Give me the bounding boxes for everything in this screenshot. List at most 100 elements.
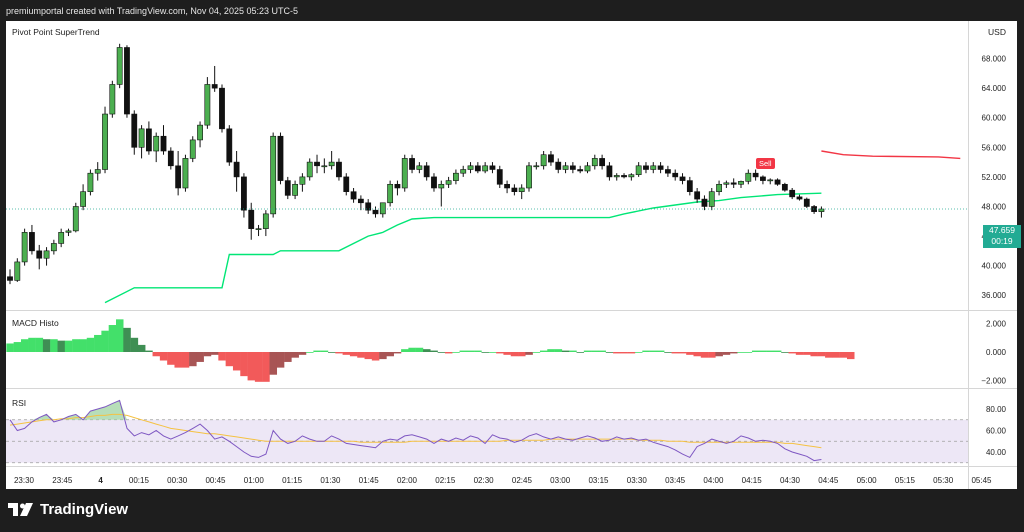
candle [138, 125, 145, 159]
macd-bar [759, 350, 767, 352]
chart-frame[interactable]: 68.00064.00060.00056.00052.00048.00044.0… [6, 21, 1021, 489]
candle [723, 180, 730, 188]
candle [167, 147, 174, 170]
main-title: Pivot Point SuperTrend [12, 27, 100, 37]
macd-bar [313, 350, 321, 352]
x-tick-label: 01:15 [282, 476, 303, 485]
macd-bar [846, 352, 855, 360]
candle-body [328, 161, 335, 167]
candle-body [474, 165, 481, 172]
candle-body [423, 165, 430, 178]
candle [635, 162, 642, 177]
candle [270, 132, 277, 218]
macd-bar [452, 352, 460, 353]
candle-body [350, 191, 357, 200]
candle-body [657, 165, 664, 170]
macd-bar [108, 325, 117, 352]
macd-bar [539, 350, 548, 352]
candle-body [14, 261, 21, 281]
macd-bar [232, 352, 241, 371]
candle-body [679, 176, 686, 181]
macd-bar [189, 352, 197, 367]
brand-logo[interactable]: TradingView [8, 501, 128, 518]
candle [708, 187, 715, 211]
candle [80, 184, 86, 211]
candle-body [72, 206, 79, 232]
candle-body [277, 135, 284, 181]
macd-bar [781, 352, 789, 353]
macd-bar [635, 352, 643, 353]
candle [672, 169, 679, 181]
candle [686, 176, 693, 196]
candle [292, 180, 298, 200]
macd-bar [423, 349, 431, 352]
candle [606, 162, 613, 181]
candle [526, 162, 532, 192]
supertrend-up-line [104, 192, 822, 304]
candle-body [555, 161, 562, 170]
candle [248, 202, 255, 240]
candle [226, 125, 233, 166]
candle-body [599, 158, 606, 167]
x-tick-label: 01:30 [320, 476, 341, 485]
candle-body [431, 176, 437, 189]
candle-body [716, 183, 722, 192]
candle-body [401, 158, 408, 189]
candle [599, 154, 606, 170]
candle [569, 162, 576, 174]
candle [87, 169, 94, 196]
macd-bar [664, 352, 672, 353]
candle [796, 194, 803, 201]
candle [336, 158, 342, 181]
candle [431, 173, 437, 192]
macd-bar [510, 352, 519, 357]
chart-svg[interactable]: 68.00064.00060.00056.00052.00048.00044.0… [6, 21, 1017, 489]
macd-bar [254, 352, 263, 382]
candle-body [416, 165, 423, 170]
candle [482, 162, 489, 174]
candle [811, 204, 817, 214]
macd-bar [722, 352, 731, 355]
footer: TradingView [0, 490, 1024, 532]
candle [555, 158, 562, 174]
candle-body [672, 172, 679, 178]
candle-body [189, 139, 196, 159]
candle-body [774, 179, 781, 185]
macd-bar [284, 352, 292, 362]
x-tick-label: 05:15 [895, 476, 916, 485]
y-tick-label: 56.000 [982, 143, 1007, 152]
candle-body [643, 165, 649, 170]
candle-body [489, 165, 496, 170]
candle-body [94, 169, 101, 174]
macd-bar [474, 350, 482, 352]
candle-body [438, 183, 445, 189]
macd-bar [554, 349, 563, 352]
macd-bar [525, 352, 533, 355]
last-price-badge: 47.659 00:19 [983, 225, 1021, 248]
macd-bar [152, 352, 161, 357]
candle [760, 175, 766, 185]
x-tick-label: 23:45 [52, 476, 73, 485]
macd-bar [13, 342, 22, 352]
macd-bar [72, 339, 80, 352]
macd-bar [35, 337, 44, 352]
candle-body [21, 232, 28, 263]
candle-body [43, 250, 50, 259]
candle-body [781, 183, 788, 191]
candle-body [167, 150, 174, 167]
candle-body [262, 213, 269, 229]
y-tick-label: 60.000 [982, 114, 1007, 123]
macd-bar [605, 352, 614, 353]
candle-body [540, 154, 547, 167]
candle-body [102, 113, 108, 170]
candle-body [124, 47, 130, 115]
candle-body [343, 176, 350, 192]
candle-body [569, 165, 576, 170]
y-tick-label: 64.000 [982, 84, 1007, 93]
macd-bar [174, 352, 182, 368]
candle-body [372, 209, 379, 215]
candle [621, 173, 627, 179]
candle [489, 162, 496, 174]
macd-bar [503, 352, 511, 355]
candle [7, 269, 13, 285]
